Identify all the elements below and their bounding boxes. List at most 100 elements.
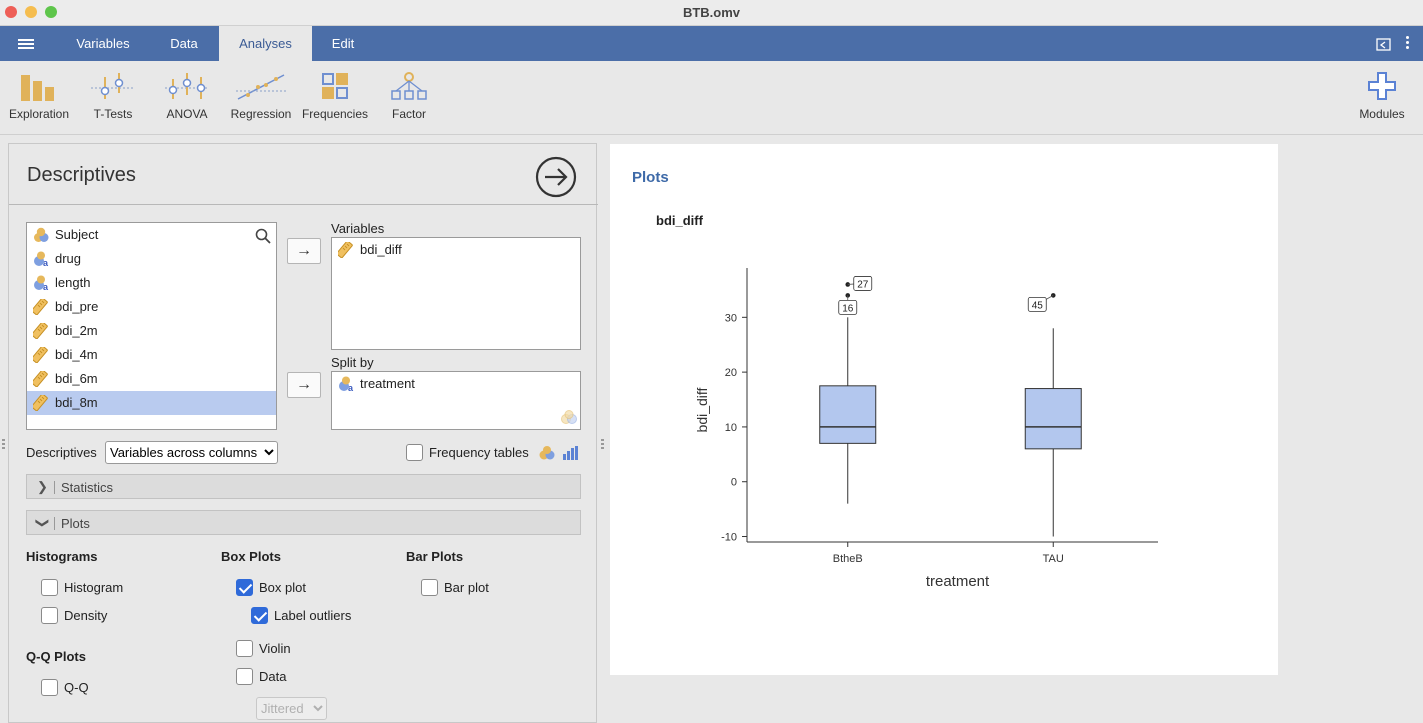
left-resize-handle[interactable] [2,439,5,451]
nominal-variable-icon: a [339,376,354,392]
statistics-section-label: Statistics [61,480,114,495]
density-label: Density [64,608,108,623]
source-variable-item[interactable]: bdi_4m [27,343,276,367]
move-to-split-by-button[interactable]: → [287,372,321,398]
zoom-window-button[interactable] [45,6,57,18]
box-TAU [1024,388,1082,450]
regression-button[interactable]: Regression [224,71,298,121]
source-variable-item[interactable]: bdi_8m [27,391,276,415]
tab-analyses[interactable]: Analyses [219,26,312,61]
tab-edit[interactable]: Edit [331,36,355,51]
nominal-variable-icon: a [34,275,49,291]
outlier-label-box [1027,296,1047,312]
t-tests-icon [91,73,135,99]
histogram-checkbox[interactable] [41,579,58,596]
continuous-variable-icon [33,299,48,315]
source-variable-item[interactable]: Subject [27,223,276,247]
data-display-select[interactable]: Jittered [256,697,327,720]
anova-icon [165,73,209,99]
statistics-section-header[interactable]: ❯ Statistics [26,474,581,499]
histograms-header: Histograms [26,549,98,564]
frequencies-button[interactable]: Frequencies [298,71,372,121]
panel-resize-handle[interactable] [601,439,604,451]
plots-section-header[interactable]: ❯ Plots [26,510,581,535]
svg-text:a: a [43,258,49,267]
density-checkbox[interactable] [41,607,58,624]
results-title: Plots [632,169,669,186]
box-plots-header: Box Plots [221,549,281,564]
variable-name: treatment [360,376,415,391]
plot-title: bdi_diff [656,213,703,228]
main-menu-bar: Variables Data Analyses Edit [0,26,1423,61]
results-panel: Plots bdi_diff -10 0 10 20 30 BtheB TAU treatme… [610,144,1278,675]
y-tick-label: 30 [725,312,737,324]
t-tests-label: T-Tests [93,107,133,121]
tab-variables[interactable]: Variables [76,36,130,51]
move-to-variables-button[interactable]: → [287,238,321,264]
split-by-variable-item[interactable]: a treatment [332,372,580,396]
box-BtheB [819,385,877,444]
source-variables-list[interactable]: Subject a drug a length bdi_pre bdi_2m bdi_4m bd… [26,222,277,430]
source-variable-item[interactable]: bdi_6m [27,367,276,391]
data-checkbox[interactable] [236,668,253,685]
descriptives-layout-select[interactable]: Variables across columns [105,441,278,464]
nominal-variable-icon [539,446,555,460]
options-title: Descriptives [27,164,136,186]
variable-name: bdi_8m [55,395,98,410]
variable-name: bdi_diff [360,242,402,257]
analyses-ribbon: Exploration T-Tests ANOVA [0,61,1423,135]
continuous-variable-icon [338,242,353,258]
variables-target-list[interactable]: bdi_diff [331,237,581,350]
minimize-window-button[interactable] [25,6,37,18]
violin-checkbox[interactable] [236,640,253,657]
continuous-variable-icon [33,323,48,339]
source-variable-item[interactable]: bdi_pre [27,295,276,319]
outlier-label-box [853,276,873,291]
svg-text:a: a [43,282,49,291]
svg-text:a: a [348,383,354,392]
t-tests-button[interactable]: T-Tests [76,71,150,121]
more-options-icon[interactable] [1406,36,1410,49]
qq-label: Q-Q [64,680,89,695]
source-variable-item[interactable]: a length [27,271,276,295]
plus-icon [1368,72,1396,100]
bar-plots-header: Bar Plots [406,549,464,564]
results-mode-icon[interactable] [1376,38,1392,52]
exploration-button[interactable]: Exploration [2,71,76,121]
label-outliers-checkbox[interactable] [251,607,268,624]
factor-button[interactable]: Factor [372,71,446,121]
plots-section-label: Plots [61,516,90,531]
variables-label: Variables [331,221,385,236]
exploration-label: Exploration [8,107,70,121]
anova-button[interactable]: ANOVA [150,71,224,121]
outlier-label: 27 [857,279,869,290]
modules-button[interactable]: Modules [1345,71,1419,121]
frequency-tables-checkbox[interactable] [406,444,423,461]
qq-checkbox[interactable] [41,679,58,696]
continuous-variable-icon [33,371,48,387]
exploration-icon [21,75,54,101]
chevron-down-icon: ❯ [35,517,51,529]
source-variable-item[interactable]: bdi_2m [27,319,276,343]
nominal-variable-icon [561,410,577,424]
histogram-label: Histogram [64,580,124,595]
run-arrow-icon[interactable] [535,156,577,198]
variable-name: length [55,275,91,290]
hamburger-menu-icon[interactable] [18,39,34,49]
nominal-variable-icon: a [34,251,49,267]
variable-name: drug [55,251,82,266]
bar-plot-checkbox[interactable] [421,579,438,596]
close-window-button[interactable] [5,6,17,18]
violin-label: Violin [259,641,291,656]
selected-variable-item[interactable]: bdi_diff [332,238,580,262]
box-plot-checkbox[interactable] [236,579,253,596]
x-tick-label: TAU [1043,553,1064,565]
y-axis-title: bdi_diff [694,387,710,432]
variable-name: bdi_pre [55,299,99,314]
variable-name: bdi_2m [55,323,98,338]
tab-data[interactable]: Data [170,36,198,51]
source-variable-item[interactable]: a drug [27,247,276,271]
split-by-target-list[interactable]: a treatment [331,371,581,430]
search-icon[interactable] [255,228,271,244]
chevron-right-icon: ❯ [37,479,48,494]
